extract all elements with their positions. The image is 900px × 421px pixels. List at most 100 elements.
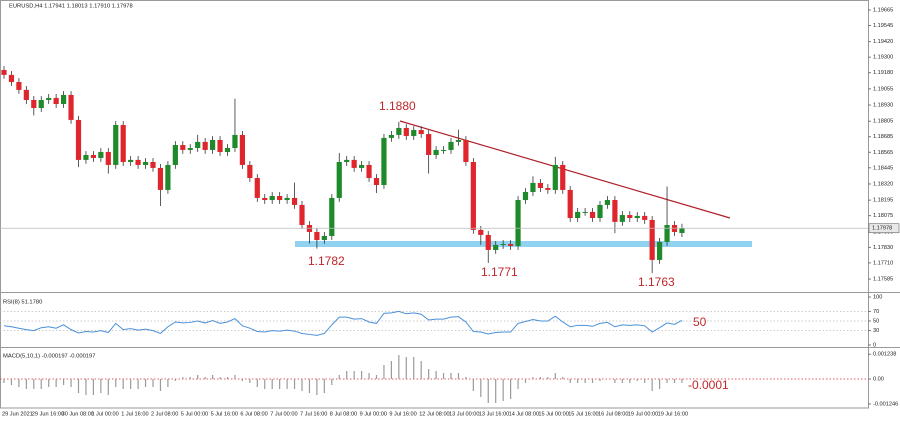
y-tick-label: 1.18075 <box>873 213 893 219</box>
x-tick-label: 19 Jul 00:00 <box>628 411 658 417</box>
candle-body <box>128 159 134 162</box>
candle-body <box>597 204 603 218</box>
candle-body <box>157 167 164 190</box>
y-tick-label: 0 <box>873 342 876 348</box>
x-tick-label: 7 Jul 16:00 <box>300 411 327 417</box>
candle-body <box>649 219 655 260</box>
candle-body <box>321 235 327 240</box>
candle-body <box>8 74 15 83</box>
candle-body <box>299 204 305 225</box>
candle-body <box>247 164 253 179</box>
candle-body <box>552 164 558 190</box>
candle-body <box>433 149 439 155</box>
candle-body <box>627 215 633 218</box>
candle-body <box>500 244 506 246</box>
candle-body <box>232 134 238 149</box>
candle-body <box>634 215 640 218</box>
candle-body <box>291 197 298 205</box>
y-tick-label: 1.18565 <box>873 150 893 156</box>
y-tick-label: 30 <box>873 328 879 334</box>
candle-body <box>98 152 104 158</box>
candle-body <box>619 215 625 222</box>
last-price-label: 1.17978 <box>872 226 892 232</box>
candle-body <box>493 244 499 250</box>
x-tick-label: 1 Jul 00:00 <box>91 411 118 417</box>
x-tick-label: 15 Jul 16:00 <box>568 411 598 417</box>
x-tick-label: 9 Jul 16:00 <box>389 411 416 417</box>
candle-body <box>366 164 372 179</box>
candle-body <box>68 94 74 120</box>
x-tick-label: 29 Jun 2021 <box>2 411 33 417</box>
candle-body <box>83 154 89 160</box>
y-tick-label: 1.18685 <box>873 134 893 140</box>
y-tick-label: 1.19420 <box>873 39 893 45</box>
y-tick-label: 100 <box>873 294 882 300</box>
candle-body <box>589 211 596 218</box>
candle-body <box>537 182 543 188</box>
pane-title: RSI(8) 51.1780 <box>3 300 42 306</box>
candle-body <box>254 178 260 198</box>
candle-body <box>448 141 454 150</box>
x-tick-label: 16 Jul 08:00 <box>598 411 628 417</box>
candle-body <box>135 159 141 165</box>
candle-body <box>269 196 275 201</box>
candle-body <box>180 145 186 150</box>
candle-body <box>396 127 402 135</box>
candle-body <box>31 100 37 109</box>
y-tick-label: 1.17830 <box>873 245 893 251</box>
x-tick-label: 30 Jun 08:00 <box>62 411 94 417</box>
candle-body <box>329 197 335 236</box>
plot-frame <box>0 0 869 409</box>
candle-body <box>217 139 223 153</box>
x-tick-label: 2 Jul 08:00 <box>151 411 178 417</box>
y-tick-label: 1.18320 <box>873 181 893 187</box>
candle-body <box>16 82 22 90</box>
x-tick-label: 5 Jul 16:00 <box>211 411 238 417</box>
candle-body <box>239 134 245 165</box>
candle-body <box>612 200 618 222</box>
candle-body <box>314 231 320 240</box>
candle-body <box>582 211 588 213</box>
candle-body <box>187 148 193 150</box>
candle-body <box>679 228 685 234</box>
candle-body <box>388 134 394 138</box>
annotation: 50 <box>693 315 707 329</box>
x-tick-label: 29 Jun 16:00 <box>32 411 64 417</box>
y-tick-label: 0.001238 <box>873 352 896 358</box>
candle-body <box>262 197 268 201</box>
x-tick-label: 19 Jul 16:00 <box>658 411 688 417</box>
x-tick-label: 8 Jul 08:00 <box>330 411 357 417</box>
y-tick-label: 1.18445 <box>873 165 893 171</box>
y-tick-label: 1.17710 <box>873 260 893 266</box>
annotation: 1.1771 <box>481 265 518 279</box>
candle-body <box>560 164 566 190</box>
last-price-box <box>868 223 900 234</box>
candle-body <box>61 94 67 105</box>
candle-body <box>90 154 96 158</box>
candle-body <box>195 141 201 149</box>
annotation: 1.1763 <box>638 275 675 289</box>
x-tick-label: 6 Jul 08:00 <box>240 411 267 417</box>
candle-body <box>336 161 342 198</box>
candle-body <box>344 159 350 162</box>
y-tick-label: 1.18195 <box>873 198 893 204</box>
annotation: -0.0001 <box>688 378 729 392</box>
candle-body <box>23 89 29 101</box>
candle-body <box>642 215 648 220</box>
candle-body <box>381 137 387 186</box>
candle-body <box>373 178 380 186</box>
candle-body <box>46 97 52 101</box>
candle-body <box>485 234 491 250</box>
candle-body <box>418 130 424 135</box>
y-tick-label: 1.19055 <box>873 86 893 92</box>
y-tick-label: 1.19300 <box>873 55 893 61</box>
y-tick-label: 1.17585 <box>873 277 893 283</box>
candle-body <box>567 189 573 218</box>
candle-body <box>277 196 283 201</box>
candle-body <box>463 139 469 162</box>
candle-body <box>604 200 611 205</box>
rsi-line <box>3 310 683 336</box>
candle-body <box>426 134 432 155</box>
